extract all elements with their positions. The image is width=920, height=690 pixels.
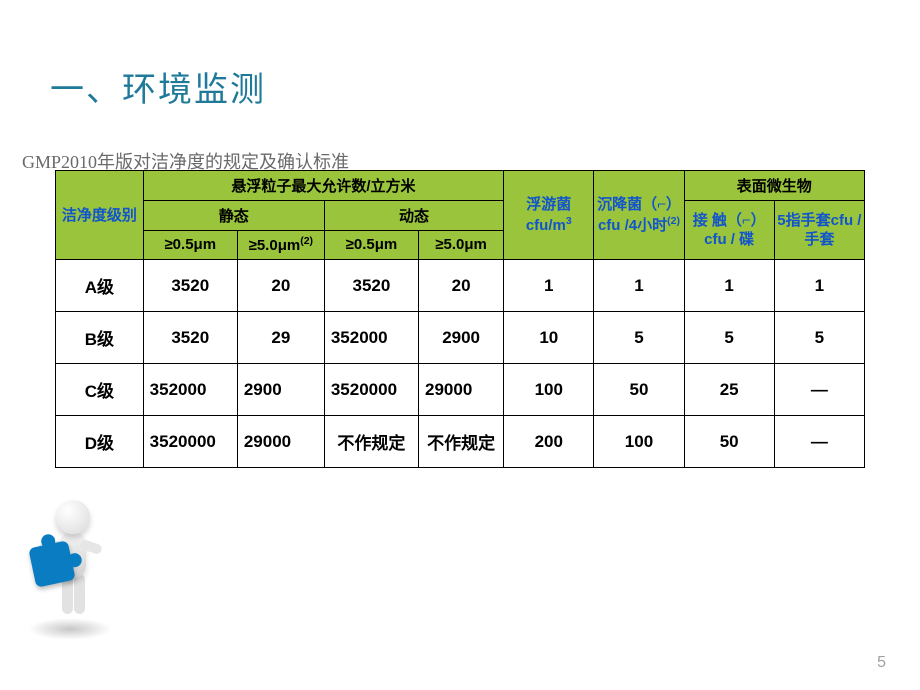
header-surface-top: 表面微生物 (737, 178, 812, 195)
header-plankton: 浮游菌cfu/m3 (526, 196, 572, 234)
cell: 352000 (324, 312, 418, 364)
slide-title: 一、环境监测 (50, 62, 266, 111)
figure-shadow (28, 618, 112, 640)
cell-grade: D级 (56, 416, 144, 468)
cell: 3520 (143, 260, 237, 312)
cell: 1 (684, 260, 774, 312)
cell-grade: A级 (56, 260, 144, 312)
cell: 1 (594, 260, 684, 312)
standards-table-container: 洁净度级别 悬浮粒子最大允许数/立方米 浮游菌cfu/m3 沉降菌（⌐）cfu … (55, 170, 865, 468)
header-settle: 沉降菌（⌐）cfu /4小时(2) (597, 196, 681, 234)
header-static: 静态 (219, 208, 249, 225)
header-dynamic-50: ≥5.0μm (435, 236, 487, 253)
header-glove: 5指手套cfu / 手套 (777, 212, 861, 249)
cell: 25 (684, 364, 774, 416)
table-row: A级 3520 20 3520 20 1 1 1 1 (56, 260, 865, 312)
cell: 50 (684, 416, 774, 468)
cell-grade: C级 (56, 364, 144, 416)
cell: — (774, 416, 864, 468)
cell: 3520000 (143, 416, 237, 468)
cell: 29000 (237, 416, 324, 468)
cell: 20 (237, 260, 324, 312)
figure-part (79, 539, 103, 555)
table-row: B级 3520 29 352000 2900 10 5 5 5 (56, 312, 865, 364)
figure-part (56, 500, 90, 534)
header-contact: 接 触（⌐）cfu / 碟 (693, 212, 766, 249)
cell: 100 (504, 364, 594, 416)
cell: 2900 (237, 364, 324, 416)
figure-part (60, 532, 86, 578)
header-grade: 洁净度级别 (62, 207, 137, 224)
cell: 1 (504, 260, 594, 312)
figure-part (74, 574, 85, 614)
header-dynamic-05: ≥0.5μm (346, 236, 398, 253)
cell: 5 (594, 312, 684, 364)
cell: 200 (504, 416, 594, 468)
cell: 3520 (324, 260, 418, 312)
cell: 不作规定 (419, 416, 504, 468)
decorative-3d-figure (14, 492, 104, 642)
cell: 100 (594, 416, 684, 468)
cell: 3520 (143, 312, 237, 364)
cell: 5 (774, 312, 864, 364)
cell: 10 (504, 312, 594, 364)
page-number: 5 (877, 654, 886, 672)
table-row: C级 352000 2900 3520000 29000 100 50 25 — (56, 364, 865, 416)
cell: 3520000 (324, 364, 418, 416)
cell: 352000 (143, 364, 237, 416)
cell: 29000 (419, 364, 504, 416)
header-dynamic: 动态 (399, 208, 429, 225)
header-static-05: ≥0.5μm (164, 236, 216, 253)
header-static-50: ≥5.0μm(2) (249, 237, 313, 254)
cell: 5 (684, 312, 774, 364)
cell: — (774, 364, 864, 416)
cell: 2900 (419, 312, 504, 364)
figure-part (62, 574, 73, 614)
cell: 不作规定 (324, 416, 418, 468)
figure-part (37, 540, 64, 554)
table-row: D级 3520000 29000 不作规定 不作规定 200 100 50 — (56, 416, 865, 468)
header-particle-top: 悬浮粒子最大允许数/立方米 (231, 178, 415, 195)
puzzle-piece-icon (28, 540, 75, 587)
cell: 1 (774, 260, 864, 312)
cell: 50 (594, 364, 684, 416)
standards-table: 洁净度级别 悬浮粒子最大允许数/立方米 浮游菌cfu/m3 沉降菌（⌐）cfu … (55, 170, 865, 468)
cell: 20 (419, 260, 504, 312)
cell: 29 (237, 312, 324, 364)
cell-grade: B级 (56, 312, 144, 364)
